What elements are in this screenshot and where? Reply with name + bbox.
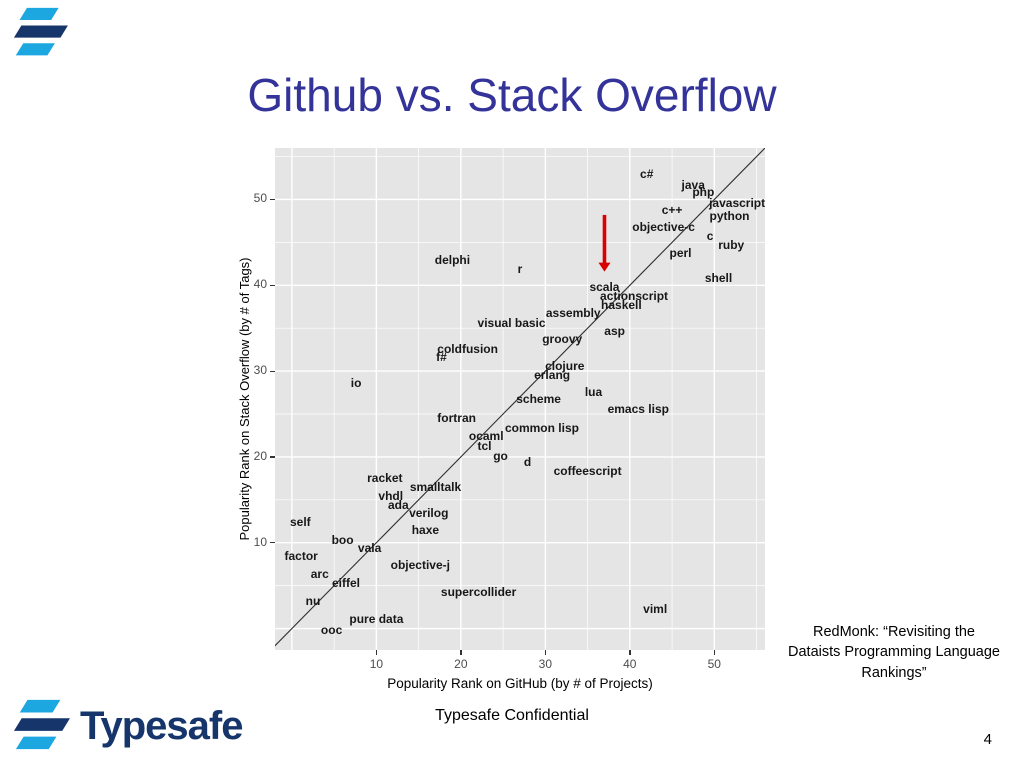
slide-title: Github vs. Stack Overflow — [247, 69, 777, 121]
point-label-emacs-lisp: emacs lisp — [607, 401, 669, 416]
point-label-asp: asp — [604, 323, 625, 338]
point-label-ooc: ooc — [320, 623, 343, 638]
scala-arrow-head — [598, 262, 611, 272]
point-label-shell: shell — [704, 270, 733, 285]
point-label-c: c — [706, 229, 714, 244]
y-tick-label: 30 — [253, 363, 267, 378]
x-tick-label: 10 — [369, 657, 384, 671]
point-label-io: io — [350, 376, 362, 391]
point-label-python: python — [709, 208, 750, 223]
point-label-ocaml: ocaml — [468, 429, 504, 444]
point-label-groovy: groovy — [542, 332, 583, 347]
point-label-c-: c# — [640, 166, 654, 181]
point-label-vala: vala — [357, 540, 382, 555]
chart-panel: c# java php javascript c++ python objective-c c… — [275, 148, 765, 650]
point-label-objective-c: objective-c — [632, 219, 695, 234]
point-label-d: d — [523, 455, 532, 470]
point-label-coldfusion: coldfusion — [437, 341, 498, 356]
typesafe-logo-icon — [13, 699, 70, 750]
y-tick-mark — [270, 542, 275, 544]
point-label-actionscript: actionscript — [600, 288, 669, 303]
point-label-arc: arc — [310, 566, 329, 581]
point-label-self: self — [290, 515, 311, 530]
point-label-scala: scala — [589, 280, 620, 294]
point-label-ada: ada — [388, 497, 409, 512]
point-label-lua: lua — [584, 384, 603, 399]
x-tick-label: 30 — [538, 657, 553, 671]
point-label-haskell: haskell — [601, 298, 642, 313]
point-label-nu: nu — [305, 594, 321, 609]
x-tick-mark — [629, 650, 631, 655]
point-label-java: java — [681, 177, 705, 192]
point-label-racket: racket — [367, 471, 403, 486]
point-label-vhdl: vhdl — [378, 488, 404, 503]
attribution-text: RedMonk: “Revisiting the Dataists Progra… — [788, 624, 1000, 681]
x-tick-label: 20 — [454, 657, 468, 671]
y-tick-mark — [270, 370, 275, 372]
point-label-pure-data: pure data — [349, 612, 404, 627]
point-label-assembly: assembly — [545, 305, 601, 320]
confidential-footer: Typesafe Confidential — [435, 707, 589, 724]
point-label-visual-basic: visual basic — [477, 316, 546, 331]
point-label-viml: viml — [643, 601, 668, 616]
x-tick-label: 40 — [623, 657, 637, 671]
x-tick-label: 50 — [707, 657, 721, 671]
point-label-ruby: ruby — [718, 237, 745, 252]
y-tick-label: 50 — [253, 191, 267, 206]
point-label-f-: f# — [436, 349, 447, 364]
point-label-factor: factor — [284, 549, 318, 564]
point-label-supercollider: supercollider — [440, 584, 517, 599]
point-label-coffeescript: coffeescript — [553, 463, 622, 478]
point-label-erlang: erlang — [534, 367, 571, 382]
point-label-c-: c++ — [661, 202, 683, 217]
point-label-objective-j: objective-j — [390, 558, 450, 573]
x-tick-mark — [544, 650, 547, 655]
point-label-tcl: tcl — [477, 438, 492, 453]
plot-canvas — [275, 148, 765, 650]
point-label-go: go — [493, 449, 508, 464]
y-axis-title: Popularity Rank on Stack Overflow (by # … — [237, 257, 252, 541]
point-label-boo: boo — [331, 533, 354, 548]
point-label-scheme: scheme — [516, 392, 561, 407]
point-label-javascript: javascript — [709, 195, 765, 210]
typesafe-logo-bottom: Typesafe — [10, 698, 243, 754]
typesafe-logo-top — [10, 6, 70, 65]
point-label-smalltalk: smalltalk — [409, 479, 462, 494]
x-tick-mark — [375, 650, 378, 655]
point-label-haxe: haxe — [411, 522, 440, 537]
typesafe-logo-icon — [13, 7, 68, 56]
diagonal-line — [275, 148, 765, 647]
point-label-r: r — [517, 261, 523, 276]
x-tick-mark — [460, 650, 462, 655]
y-tick-mark — [270, 284, 275, 286]
point-label-delphi: delphi — [434, 252, 471, 267]
point-label-fortran: fortran — [437, 411, 476, 426]
point-label-verilog: verilog — [409, 505, 449, 520]
y-tick-label: 20 — [253, 448, 267, 463]
point-label-clojure: clojure — [545, 358, 585, 373]
x-axis-title: Popularity Rank on GitHub (by # of Proje… — [387, 676, 653, 691]
point-label-php: php — [692, 184, 715, 199]
y-tick-label: 40 — [253, 277, 267, 292]
chart-wrap: c# java php javascript c++ python objective-c c… — [237, 148, 765, 691]
point-label-common-lisp: common lisp — [504, 420, 579, 435]
y-tick-mark — [270, 456, 275, 458]
y-tick-label: 10 — [253, 534, 267, 549]
page-number: 4 — [983, 731, 992, 748]
point-label-perl: perl — [669, 245, 692, 260]
typesafe-wordmark: Typesafe — [80, 703, 243, 748]
x-tick-mark — [713, 650, 715, 655]
y-tick-mark — [270, 198, 275, 201]
point-label-eiffel: eiffel — [331, 576, 360, 591]
